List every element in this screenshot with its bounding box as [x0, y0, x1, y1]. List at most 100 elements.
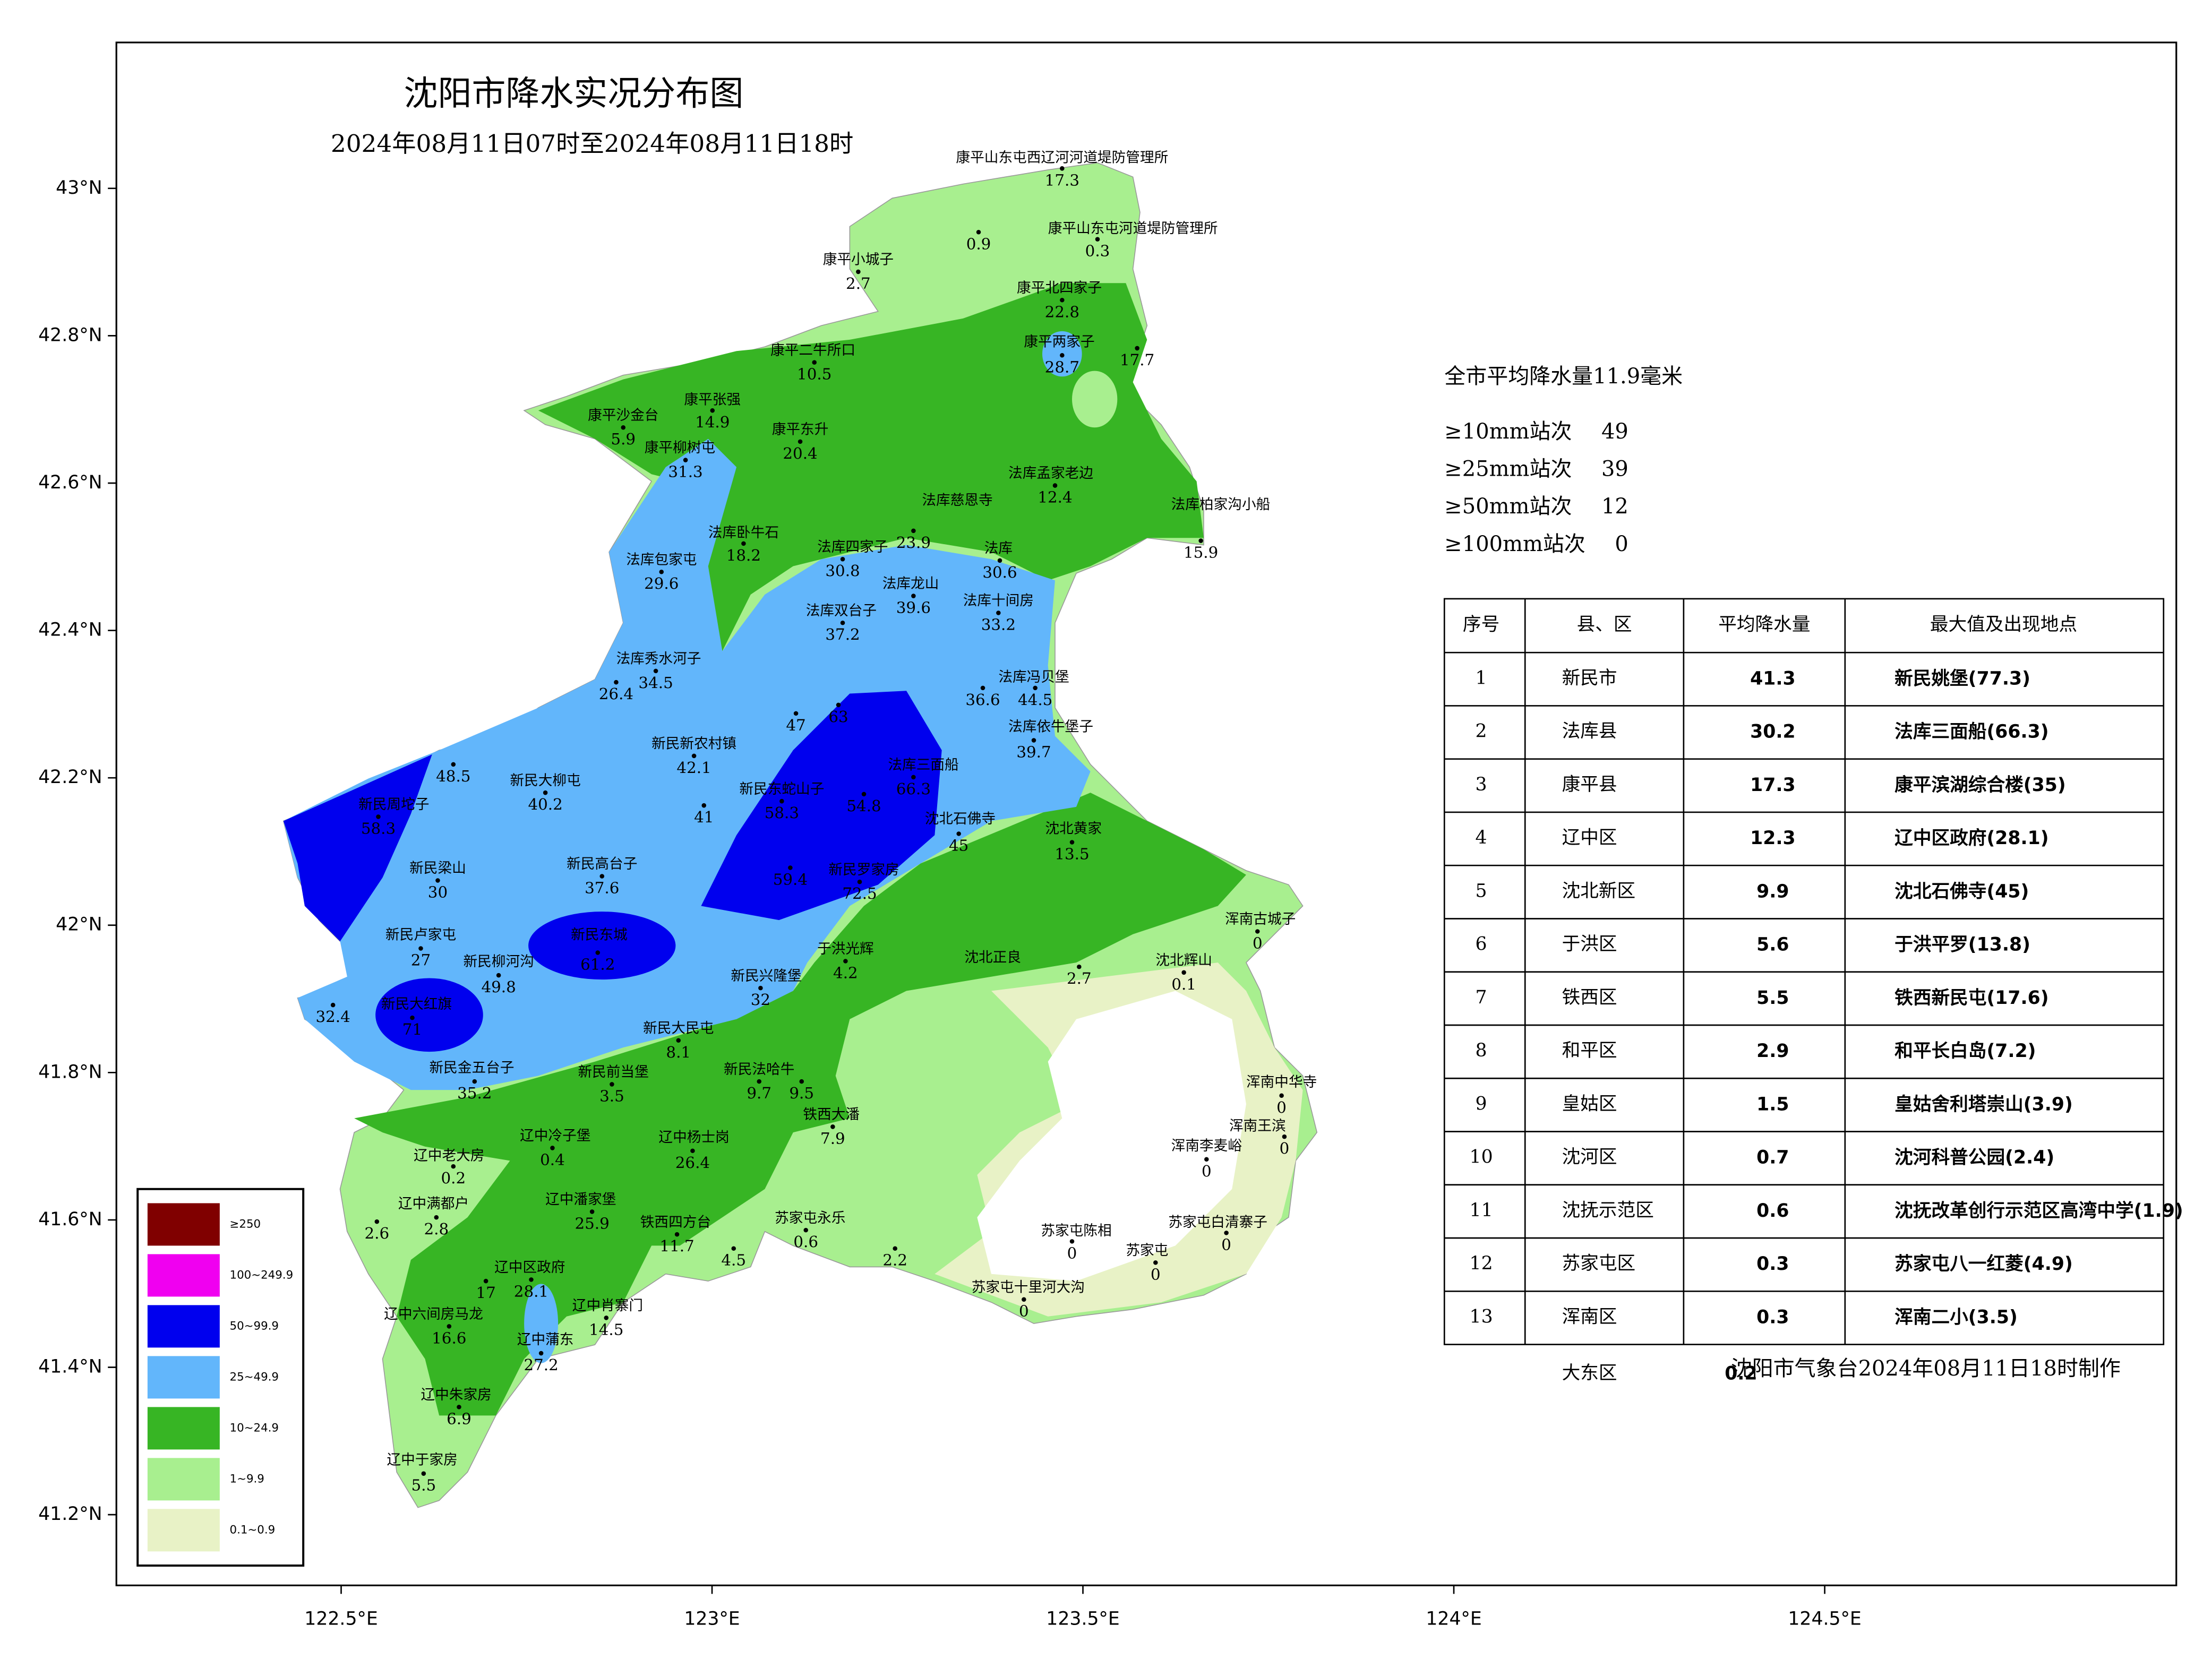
station-dot — [610, 1082, 614, 1087]
station-value: 35.2 — [457, 1084, 492, 1102]
station-name: 康平沙金台 — [588, 407, 658, 424]
summary: 全市平均降水量11.9毫米 — [1444, 364, 1683, 389]
station-dot — [614, 680, 619, 685]
station-value: 2.2 — [882, 1251, 907, 1269]
station-dot — [731, 1246, 736, 1251]
station-name: 沈北辉山 — [1155, 952, 1212, 968]
station-dot — [836, 702, 841, 708]
station-value: 25.9 — [575, 1214, 609, 1232]
table-cell: 2 — [1476, 721, 1487, 742]
rainstorm-area — [375, 978, 483, 1052]
table-cell: 10 — [1470, 1147, 1493, 1168]
station-dot — [996, 611, 1001, 615]
station-dot — [1031, 738, 1036, 743]
station-name: 康平张强 — [684, 392, 741, 408]
station-name: 沈北石佛寺 — [925, 811, 996, 827]
station-dot — [911, 775, 916, 780]
table-cell: 0.3 — [1756, 1253, 1789, 1275]
station-name: 辽中满都户 — [398, 1196, 469, 1212]
station-dot — [447, 1324, 452, 1329]
station-name: 新民柳河沟 — [463, 953, 534, 970]
station-name: 法库 — [984, 540, 1013, 557]
station-value: 9.7 — [747, 1084, 771, 1102]
station-dot — [1153, 1260, 1158, 1265]
station-dot — [376, 814, 381, 819]
station-dot — [550, 1146, 555, 1150]
station-name: 新民前当堡 — [578, 1064, 648, 1080]
station-name: 康平二牛所口 — [770, 342, 855, 358]
station-value: 18.2 — [726, 546, 761, 564]
station-value: 0.3 — [1085, 242, 1110, 260]
station-dot — [1224, 1231, 1229, 1235]
station-value: 2.7 — [1067, 969, 1092, 987]
count-value: 0 — [1615, 532, 1628, 556]
station-dot — [1069, 840, 1075, 845]
station-value: 58.3 — [765, 804, 799, 822]
station-name: 新民东蛇山子 — [739, 781, 824, 797]
station-dot — [798, 439, 803, 444]
station-value: 47 — [786, 716, 805, 734]
station-dot — [421, 1471, 426, 1476]
station-name: 于洪光辉 — [817, 941, 874, 957]
station-value: 11.7 — [659, 1237, 694, 1255]
station-value: 4.2 — [833, 964, 858, 982]
station-dot — [741, 541, 746, 546]
station-name: 铁西四方台 — [640, 1214, 711, 1231]
station-value: 8.1 — [666, 1043, 691, 1061]
station-dot — [538, 1351, 544, 1356]
station-name: 法库十间房 — [963, 592, 1034, 609]
station-name: 新民卢家屯 — [385, 926, 456, 943]
station-dot — [451, 762, 456, 767]
station-name: 法库四家子 — [817, 539, 888, 555]
station-value: 14.9 — [695, 413, 730, 431]
station-dot — [1069, 1239, 1075, 1244]
station-name: 新民大红旗 — [381, 996, 452, 1012]
table-cell: 9 — [1476, 1093, 1487, 1114]
table-cell: 辽中区政府(28.1) — [1894, 828, 2048, 849]
legend-label: 50~99.9 — [230, 1319, 279, 1333]
station-name: 辽中区政府 — [494, 1259, 565, 1276]
legend-swatch — [147, 1254, 220, 1297]
station-value: 0 — [1253, 934, 1263, 952]
station-name: 新民法哈牛 — [724, 1061, 794, 1078]
station-name: 辽中蒲东 — [517, 1331, 574, 1348]
station-value: 0.4 — [540, 1150, 565, 1168]
station-name: 苏家屯 — [1126, 1242, 1168, 1259]
table-cell: 皇姑区 — [1562, 1093, 1617, 1114]
station-dot — [621, 425, 626, 430]
station-dot — [691, 753, 697, 759]
table-cell: 17.3 — [1750, 775, 1796, 796]
station-dot — [710, 408, 715, 413]
map-subtitle: 2024年08月11日07时至2024年08月11日18时 — [331, 130, 853, 158]
station-dot — [1060, 298, 1065, 303]
station-value: 30.6 — [982, 563, 1017, 581]
station-dot — [434, 1215, 439, 1220]
moderate-north — [538, 283, 1204, 651]
y-tick-label: 41.6°N — [38, 1209, 102, 1230]
station-value: 13.5 — [1054, 845, 1089, 863]
station-dot — [980, 685, 985, 691]
station-dot — [793, 711, 799, 716]
dry-zone — [977, 991, 1246, 1282]
station-dot — [457, 1405, 461, 1409]
station-value: 5.5 — [411, 1476, 436, 1494]
moderate-belt — [354, 793, 1246, 1416]
station-name: 康平山东屯西辽河河道堤防管理所 — [956, 150, 1168, 166]
station-dot — [861, 792, 867, 797]
station-dot — [1060, 166, 1065, 171]
station-name: 新民周坨子 — [358, 796, 429, 813]
station-dot — [1077, 964, 1082, 969]
station-value: 72.5 — [842, 884, 877, 902]
count-label: ≥50mm站次 — [1444, 494, 1572, 519]
y-tick-label: 42.6°N — [38, 472, 102, 493]
y-tick-label: 41.2°N — [38, 1503, 102, 1525]
station-value: 66.3 — [896, 780, 931, 798]
station-dot — [435, 878, 440, 883]
station-dot — [690, 1148, 695, 1154]
station-value: 32 — [751, 991, 770, 1009]
station-dot — [496, 973, 501, 978]
table-cell: 沈河科普公园(2.4) — [1894, 1147, 2054, 1168]
count-label: ≥10mm站次 — [1444, 419, 1572, 444]
station-name: 康平山东屯河道堤防管理所 — [1048, 220, 1218, 237]
